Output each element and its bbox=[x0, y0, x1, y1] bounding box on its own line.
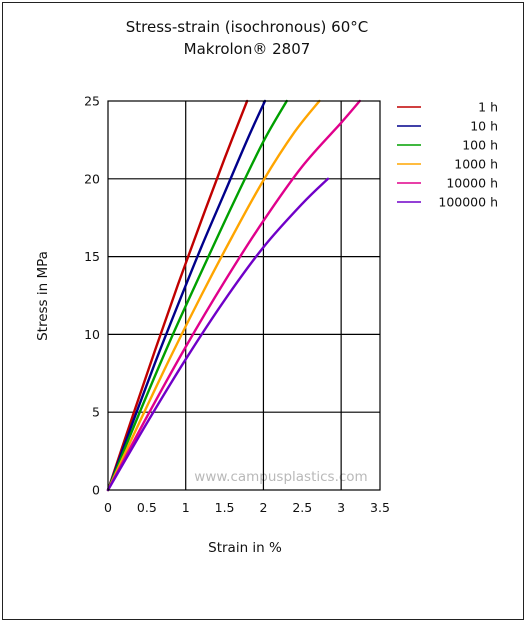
watermark: www.campusplastics.com bbox=[194, 469, 367, 485]
chart-subtitle: Makrolon® 2807 bbox=[184, 40, 311, 58]
y-tick-labels: 0 5 10 15 20 25 bbox=[84, 94, 100, 498]
series-line-2 bbox=[106, 99, 267, 492]
x-tick-label: 1.5 bbox=[215, 500, 235, 515]
legend-label: 1 h bbox=[478, 100, 498, 115]
series-line-1 bbox=[106, 99, 249, 492]
y-axis-label: Stress in MPa bbox=[35, 251, 51, 341]
y-tick-label: 10 bbox=[84, 327, 100, 342]
grid bbox=[108, 101, 380, 490]
x-tick-label: 0.5 bbox=[137, 500, 157, 515]
y-tick-label: 20 bbox=[84, 171, 100, 186]
x-tick-label: 1 bbox=[182, 500, 190, 515]
chart-title: Stress-strain (isochronous) 60°C bbox=[126, 18, 368, 36]
series-line-3 bbox=[106, 99, 288, 492]
legend-label: 10 h bbox=[470, 119, 498, 134]
x-tick-label: 2.5 bbox=[292, 500, 312, 515]
series-line-4 bbox=[106, 99, 321, 492]
y-tick-label: 5 bbox=[92, 405, 100, 420]
legend-label: 100000 h bbox=[438, 195, 498, 210]
x-axis-label: Strain in % bbox=[208, 540, 282, 556]
x-tick-label: 2 bbox=[259, 500, 267, 515]
y-tick-label: 15 bbox=[84, 249, 100, 264]
plot-area-border bbox=[107, 100, 381, 491]
x-tick-labels: 0 0.5 1 1.5 2 2.5 3 3.5 bbox=[104, 500, 390, 515]
legend-label: 1000 h bbox=[454, 157, 498, 172]
x-tick-label: 3.5 bbox=[370, 500, 390, 515]
x-tick-label: 0 bbox=[104, 500, 112, 515]
legend-label: 100 h bbox=[462, 138, 498, 153]
x-tick-label: 3 bbox=[337, 500, 345, 515]
series-line-6 bbox=[106, 177, 330, 492]
series-group bbox=[106, 99, 361, 492]
y-tick-label: 25 bbox=[84, 94, 100, 109]
legend-label: 10000 h bbox=[446, 176, 498, 191]
legend: 1 h 10 h 100 h 1000 h 10000 h 100000 h bbox=[397, 100, 498, 210]
y-tick-label: 0 bbox=[92, 483, 100, 498]
series-line-5 bbox=[106, 99, 361, 492]
